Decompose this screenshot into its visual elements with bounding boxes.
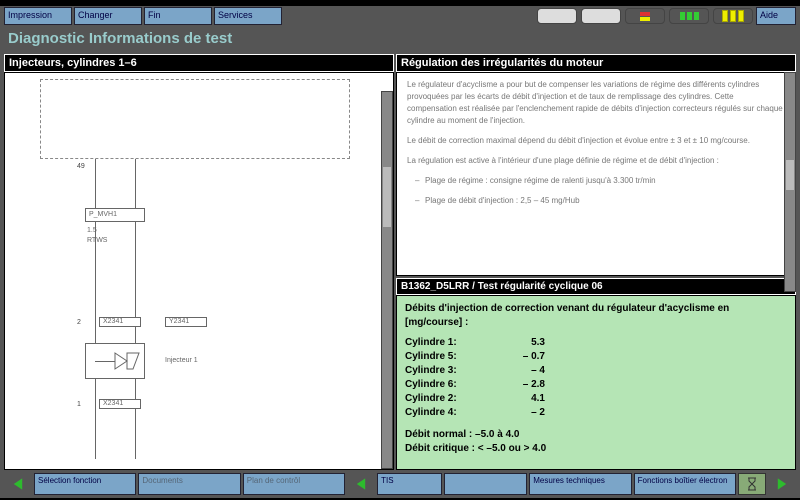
signal-indicator-icon — [669, 8, 709, 24]
label-15: 1.5 — [87, 227, 97, 234]
label-49: 49 — [77, 163, 85, 170]
label-pmvh: P_MVH1 — [89, 211, 117, 218]
nav-selection-fonction[interactable]: Sélection fonction — [34, 473, 136, 495]
cyl-value: – 4 — [505, 364, 565, 378]
cyl-value: – 2.8 — [505, 378, 565, 392]
indicator-blank-2 — [581, 8, 621, 24]
hourglass-icon — [738, 473, 766, 495]
info-p2: Le débit de correction maximal dépend du… — [407, 135, 785, 147]
label-1: 1 — [77, 401, 81, 408]
info-p3: La régulation est active à l'intérieur d… — [407, 155, 785, 167]
cyl-label: Cylindre 1: — [405, 336, 505, 350]
cyl-value: 5.3 — [505, 336, 565, 350]
label-2: 2 — [77, 319, 81, 326]
stripe-indicator-icon — [713, 8, 753, 24]
label-y2341: Y2341 — [169, 318, 189, 325]
arrow-right-icon — [775, 477, 789, 491]
main-area: Injecteurs, cylindres 1–6 49 P_MVH1 1.5 … — [4, 54, 796, 470]
injector-symbol-icon — [113, 349, 141, 373]
cylinder-row: Cylindre 3:– 4 — [405, 364, 787, 378]
label-x2341a: X2341 — [103, 318, 123, 325]
left-panel: Injecteurs, cylindres 1–6 49 P_MVH1 1.5 … — [4, 54, 394, 470]
right-panel-header: Régulation des irrégularités du moteur — [396, 54, 796, 72]
app-window: Impression Changer Fin Services Aide Dia… — [0, 6, 800, 498]
aide-button[interactable]: Aide — [756, 7, 796, 25]
nav-tis[interactable]: TIS — [377, 473, 442, 495]
cylinder-row: Cylindre 6:– 2.8 — [405, 378, 787, 392]
info-b2: Plage de débit d'injection : 2,5 – 45 mg… — [407, 195, 785, 207]
bottom-nav: Sélection fonction Documents Plan de con… — [4, 472, 796, 496]
cyl-label: Cylindre 5: — [405, 350, 505, 364]
right-panel: Régulation des irrégularités du moteur L… — [396, 54, 796, 470]
nav-arrow-mid1[interactable] — [347, 473, 375, 495]
cylinder-row: Cylindre 4:– 2 — [405, 406, 787, 420]
cyl-value: 4.1 — [505, 392, 565, 406]
cylinder-row: Cylindre 1:5.3 — [405, 336, 787, 350]
arrow-left-icon — [11, 477, 25, 491]
menu-fin[interactable]: Fin — [144, 7, 212, 25]
left-panel-header: Injecteurs, cylindres 1–6 — [4, 54, 394, 72]
menu-changer[interactable]: Changer — [74, 7, 142, 25]
nav-plan-controle[interactable]: Plan de contrôl — [243, 473, 345, 495]
cyl-value: – 2 — [505, 406, 565, 420]
cylinder-row: Cylindre 5:– 0.7 — [405, 350, 787, 364]
status-indicator-icon — [625, 8, 665, 24]
nav-mesures[interactable]: Mesures techniques — [529, 473, 631, 495]
info-b1: Plage de régime : consigne régime de ral… — [407, 175, 785, 187]
result-header: B1362_D5LRR / Test régularité cyclique 0… — [396, 278, 796, 295]
result-intro: Débits d'injection de correction venant … — [405, 302, 787, 330]
label-x2341b: X2341 — [103, 400, 123, 407]
result-body: Débits d'injection de correction venant … — [396, 295, 796, 470]
nav-prev-button[interactable] — [4, 473, 32, 495]
debit-normal: Débit normal : –5.0 à 4.0 — [405, 428, 787, 442]
cyl-label: Cylindre 3: — [405, 364, 505, 378]
nav-blank[interactable] — [444, 473, 528, 495]
nav-documents[interactable]: Documents — [138, 473, 240, 495]
cyl-label: Cylindre 6: — [405, 378, 505, 392]
info-text: Le régulateur d'acyclisme a pour but de … — [396, 72, 796, 276]
nav-next-button[interactable] — [768, 473, 796, 495]
diagram-area: 49 P_MVH1 1.5 RTWS 2 X2341 Y2341 Injecte… — [4, 72, 394, 470]
nav-fonctions-boitier[interactable]: Fonctions boîtier électron — [634, 473, 736, 495]
indicator-blank-1 — [537, 8, 577, 24]
right-scrollbar[interactable] — [784, 72, 796, 292]
page-title: Diagnostic Informations de test — [0, 26, 800, 51]
cyl-label: Cylindre 2: — [405, 392, 505, 406]
menu-services[interactable]: Services — [214, 7, 282, 25]
label-rtws: RTWS — [87, 237, 107, 244]
debit-critique: Débit critique : < –5.0 ou > 4.0 — [405, 442, 787, 456]
menubar: Impression Changer Fin Services Aide — [0, 6, 800, 26]
label-injecteur: Injecteur 1 — [165, 357, 198, 364]
cyl-value: – 0.7 — [505, 350, 565, 364]
cyl-label: Cylindre 4: — [405, 406, 505, 420]
cylinder-row: Cylindre 2:4.1 — [405, 392, 787, 406]
arrow-left-icon — [354, 477, 368, 491]
menu-impression[interactable]: Impression — [4, 7, 72, 25]
info-p1: Le régulateur d'acyclisme a pour but de … — [407, 79, 785, 127]
